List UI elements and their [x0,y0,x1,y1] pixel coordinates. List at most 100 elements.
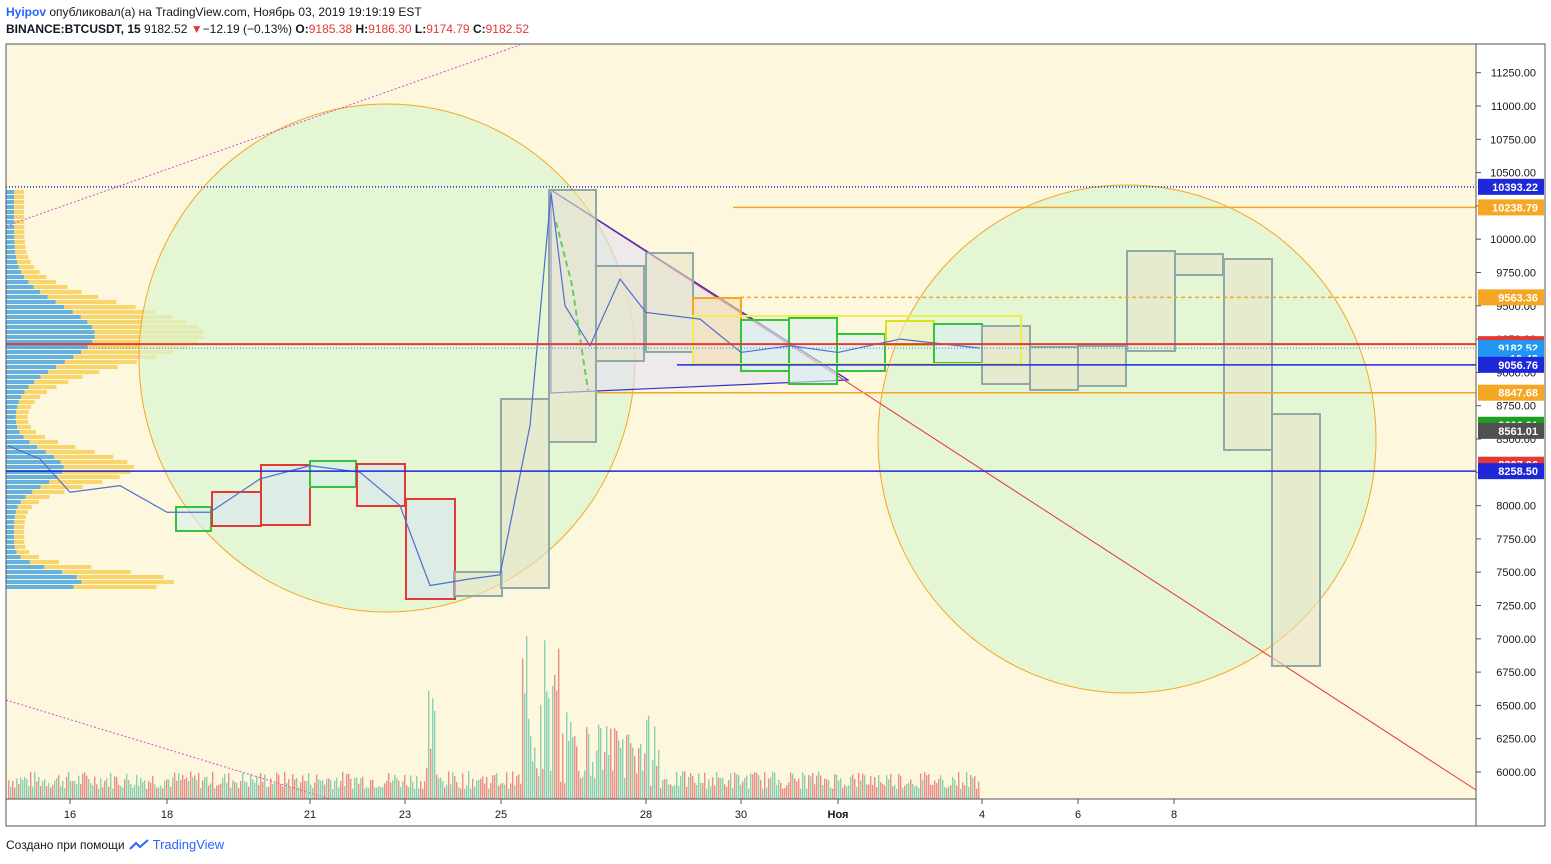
box [740,319,790,372]
box [1271,413,1321,667]
vp-bar-yellow [14,240,25,244]
volume-bar [420,781,422,799]
vp-bar-blue [6,530,15,534]
volume-bar [142,781,144,799]
volume-bar [616,730,618,799]
volume-bar [534,747,536,799]
volume-bar [864,775,866,799]
vp-bar-blue [6,250,16,254]
vp-bar-yellow [64,305,136,309]
vp-bar-yellow [21,395,40,399]
vp-bar-blue [6,220,15,224]
volume-bar [508,788,510,799]
volume-bar [916,785,918,799]
volume-bar [964,785,966,799]
volume-bar [332,788,334,799]
volume-bar [436,774,438,799]
volume-bar [614,728,616,799]
volume-bar [932,784,934,799]
volume-bar [786,785,788,799]
volume-bar [886,775,888,799]
volume-bar [320,780,322,799]
volume-bar [596,750,598,799]
time-axis[interactable]: 16 18 21 23 25 28 30 Ноя 4 6 8 [64,799,1177,821]
volume-bar [832,788,834,799]
volume-bar [54,780,56,799]
volume-bar [794,778,796,799]
volume-bar [172,777,174,799]
volume-bar [752,774,754,799]
x-tick-label: 25 [495,809,507,821]
volume-bar [202,780,204,799]
volume-bar [318,779,320,799]
author-name[interactable]: Hyipov [6,5,47,19]
volume-bar [212,771,214,799]
volume-bar [584,770,586,799]
volume-bar [140,777,142,799]
volume-bar [68,771,70,799]
volume-bar [574,736,576,799]
price-line [7,192,981,587]
volume-bar [422,788,424,799]
last-price: 9182.52 [144,22,188,36]
volume-bar [492,775,494,799]
vp-bar-yellow [16,420,29,424]
volume-bar [276,772,278,799]
price-label-orange-mid: 8847.68 [1478,384,1544,401]
y-tick-label: 9750.00 [1496,268,1536,280]
horizontal-lines [6,186,1476,472]
volume-bar [474,786,476,799]
price-change: −12.19 (−0.13%) [202,22,293,36]
vp-bar-blue [6,480,50,484]
price-label-text: 8561.01 [1498,426,1538,438]
volume-bar [222,778,224,799]
footer-brand[interactable]: TradingView [152,837,225,852]
vp-bar-blue [6,535,15,539]
vp-bar-blue [6,255,16,259]
vp-bar-blue [6,245,15,249]
volume-bar [86,775,88,799]
box [1077,345,1127,387]
volume-bar [624,777,626,799]
vp-bar-yellow [15,255,29,259]
volume-bar [392,780,394,799]
volume-bar [494,775,496,799]
volume-bar [354,777,356,799]
volume-bar [236,783,238,799]
volume-bar [528,718,530,799]
volume-bar [432,698,434,799]
volume-bar [92,785,94,799]
volume-bar [192,777,194,799]
volume-bar [456,781,458,799]
vp-bar-blue [6,430,20,434]
vp-bar-blue [6,400,19,404]
volume-bar [64,788,66,799]
volume-bar [316,774,318,799]
vp-bar-blue [6,315,81,319]
volume-bar [658,749,660,799]
volume-bar [676,771,678,799]
pink-dotted-line-bottom [5,699,331,800]
volume-bar [838,780,840,799]
volume-bar [638,748,640,799]
vp-bar-blue [6,565,45,569]
price-label-orange-dashed: 9563.36 [1478,289,1544,306]
vp-bar-yellow [62,570,131,574]
volume-bar [642,770,644,799]
footer: Создано при помощи TradingView [6,837,224,852]
volume-bar [310,784,312,799]
volume-bar [266,787,268,799]
volume-bar [626,734,628,799]
price-label-text: 9056.76 [1498,360,1538,372]
volume-bar [946,788,948,799]
vp-bar-yellow [16,410,29,414]
vp-bar-blue [6,585,74,589]
volume-bar [748,788,750,799]
vp-bar-yellow [16,550,30,554]
volume-bar [476,780,478,799]
vp-bar-yellow [45,450,95,454]
volume-bar [742,781,744,799]
volume-bar [592,761,594,799]
vp-bar-yellow [23,435,45,439]
